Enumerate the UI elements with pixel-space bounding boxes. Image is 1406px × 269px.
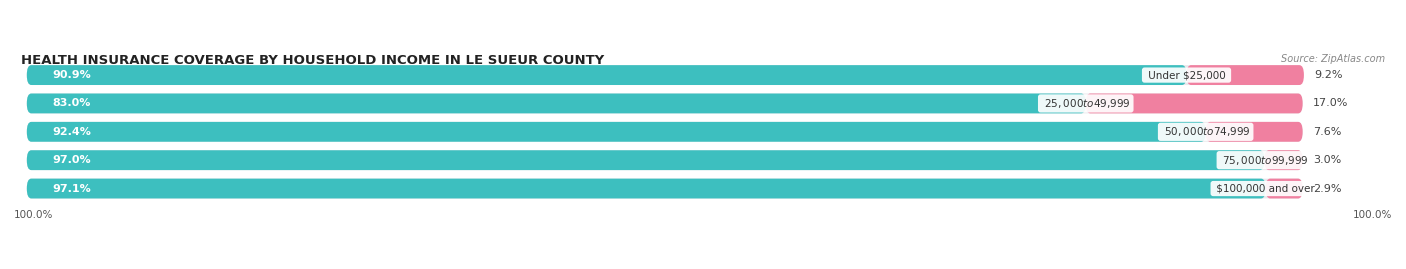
FancyBboxPatch shape <box>27 65 1187 85</box>
FancyBboxPatch shape <box>27 179 1265 199</box>
Text: 3.0%: 3.0% <box>1313 155 1341 165</box>
Text: 100.0%: 100.0% <box>1353 210 1392 220</box>
Text: 90.9%: 90.9% <box>52 70 91 80</box>
FancyBboxPatch shape <box>1264 150 1302 170</box>
FancyBboxPatch shape <box>27 150 1264 170</box>
Text: $25,000 to $49,999: $25,000 to $49,999 <box>1040 97 1130 110</box>
FancyBboxPatch shape <box>27 150 1302 170</box>
Text: 7.6%: 7.6% <box>1313 127 1341 137</box>
Text: HEALTH INSURANCE COVERAGE BY HOUSEHOLD INCOME IN LE SUEUR COUNTY: HEALTH INSURANCE COVERAGE BY HOUSEHOLD I… <box>21 54 605 67</box>
FancyBboxPatch shape <box>27 122 1206 142</box>
FancyBboxPatch shape <box>1085 94 1302 113</box>
FancyBboxPatch shape <box>1206 122 1302 142</box>
FancyBboxPatch shape <box>27 122 1302 142</box>
FancyBboxPatch shape <box>1187 65 1303 85</box>
FancyBboxPatch shape <box>27 94 1302 113</box>
Text: 83.0%: 83.0% <box>52 98 91 108</box>
FancyBboxPatch shape <box>27 94 1085 113</box>
Text: 2.9%: 2.9% <box>1313 183 1341 193</box>
Text: 92.4%: 92.4% <box>52 127 91 137</box>
Text: $75,000 to $99,999: $75,000 to $99,999 <box>1219 154 1309 167</box>
Text: 17.0%: 17.0% <box>1313 98 1348 108</box>
Text: Under $25,000: Under $25,000 <box>1144 70 1229 80</box>
Text: 97.0%: 97.0% <box>52 155 91 165</box>
Text: 100.0%: 100.0% <box>14 210 53 220</box>
Text: 9.2%: 9.2% <box>1315 70 1343 80</box>
Text: $100,000 and over: $100,000 and over <box>1213 183 1319 193</box>
FancyBboxPatch shape <box>27 65 1302 85</box>
FancyBboxPatch shape <box>1265 179 1302 199</box>
FancyBboxPatch shape <box>27 179 1302 199</box>
Text: Source: ZipAtlas.com: Source: ZipAtlas.com <box>1281 54 1385 64</box>
Text: 97.1%: 97.1% <box>52 183 91 193</box>
Text: $50,000 to $74,999: $50,000 to $74,999 <box>1160 125 1251 138</box>
